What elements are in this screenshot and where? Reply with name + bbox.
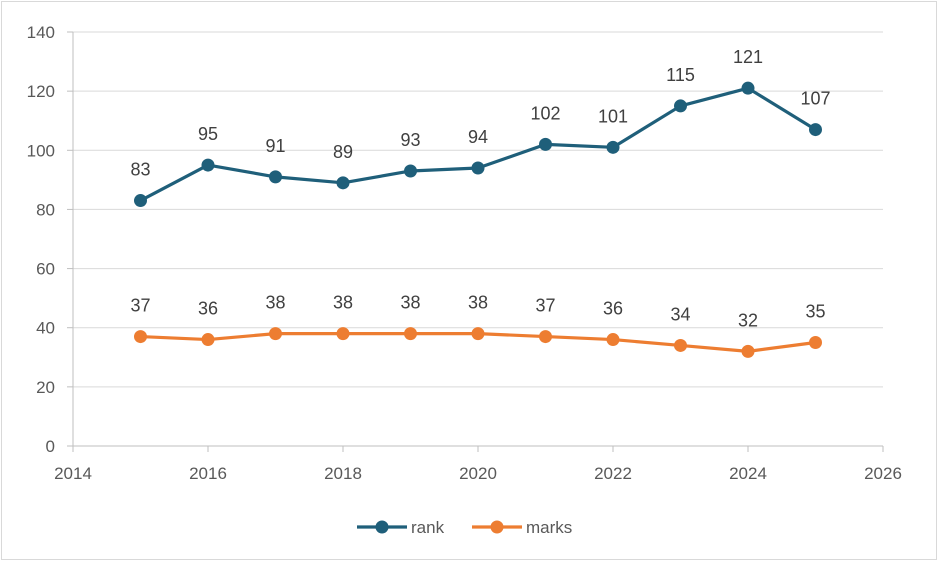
- y-tick-label: 0: [46, 437, 55, 456]
- data-label-rank: 101: [598, 106, 628, 126]
- data-label-marks: 36: [198, 299, 218, 319]
- legend-label-rank: rank: [411, 518, 445, 537]
- data-label-marks: 37: [535, 296, 555, 316]
- y-tick-label: 60: [36, 260, 55, 279]
- y-tick-label: 100: [27, 141, 55, 160]
- data-label-marks: 38: [333, 293, 353, 313]
- x-tick-label: 2014: [54, 464, 92, 483]
- data-point-rank: [134, 194, 147, 208]
- data-point-marks: [539, 330, 552, 344]
- data-label-rank: 95: [198, 124, 218, 144]
- data-label-marks: 37: [130, 296, 150, 316]
- data-label-rank: 107: [800, 89, 830, 109]
- x-tick-label: 2024: [729, 464, 767, 483]
- data-label-marks: 35: [805, 302, 825, 322]
- data-label-marks: 36: [603, 299, 623, 319]
- data-point-marks: [336, 327, 350, 341]
- data-label-marks: 38: [400, 293, 420, 313]
- y-tick-label: 20: [36, 378, 55, 397]
- data-label-marks: 34: [670, 304, 690, 324]
- y-tick-label: 40: [36, 319, 55, 338]
- data-point-marks: [404, 327, 417, 341]
- data-point-marks: [741, 344, 755, 358]
- data-point-rank: [471, 161, 485, 175]
- data-label-rank: 89: [333, 142, 353, 162]
- x-tick-label: 2026: [864, 464, 902, 483]
- x-tick-label: 2016: [189, 464, 227, 483]
- data-point-marks: [471, 327, 485, 341]
- legend-label-marks: marks: [526, 518, 572, 537]
- data-label-rank: 121: [733, 47, 763, 67]
- data-label-rank: 91: [265, 136, 285, 156]
- data-point-rank: [201, 158, 215, 172]
- data-point-marks: [809, 336, 822, 349]
- data-label-rank: 115: [666, 65, 695, 85]
- data-point-rank: [674, 99, 687, 113]
- data-point-rank: [741, 81, 755, 95]
- data-point-marks: [201, 333, 215, 347]
- data-point-rank: [539, 137, 552, 151]
- x-tick-label: 2022: [594, 464, 632, 483]
- data-point-rank: [269, 170, 282, 184]
- data-point-rank: [809, 123, 822, 137]
- legend-marker-rank: [375, 520, 389, 534]
- data-point-marks: [674, 338, 687, 352]
- data-point-rank: [336, 176, 350, 190]
- data-point-marks: [606, 333, 620, 347]
- y-tick-label: 80: [36, 200, 55, 219]
- data-label-rank: 93: [400, 130, 420, 150]
- data-point-rank: [606, 140, 620, 154]
- data-label-rank: 83: [130, 160, 150, 180]
- legend-marker-marks: [490, 520, 504, 534]
- x-tick-label: 2020: [459, 464, 497, 483]
- data-point-rank: [404, 164, 417, 178]
- y-tick-label: 140: [27, 23, 55, 42]
- data-label-marks: 38: [468, 293, 488, 313]
- y-tick-label: 120: [27, 82, 55, 101]
- data-label-rank: 102: [530, 103, 560, 123]
- data-label-marks: 32: [738, 310, 758, 330]
- data-point-marks: [269, 327, 282, 341]
- data-point-marks: [134, 330, 147, 344]
- data-label-rank: 94: [468, 127, 488, 147]
- data-label-marks: 38: [265, 293, 285, 313]
- x-tick-label: 2018: [324, 464, 362, 483]
